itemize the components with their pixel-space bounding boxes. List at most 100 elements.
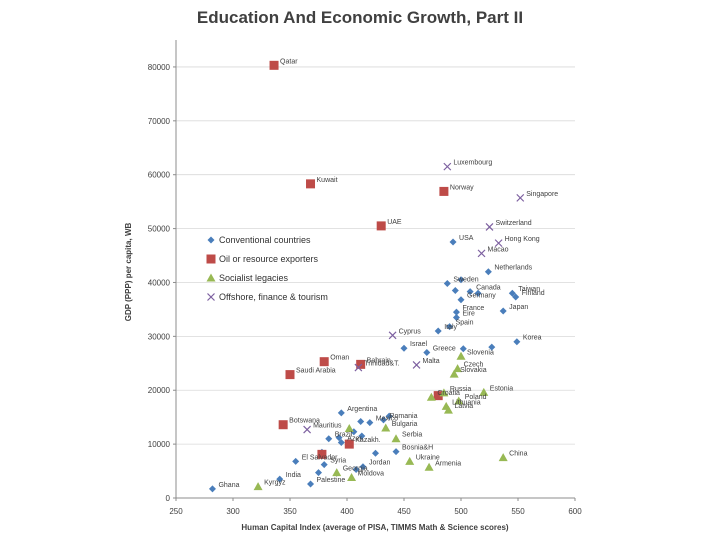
y-tick-label: 10000	[148, 440, 171, 449]
data-point-conventional	[325, 435, 333, 443]
data-point-conventional	[400, 344, 408, 352]
point-label: Botswana	[289, 418, 320, 425]
x-tick-label: 250	[169, 507, 183, 516]
point-label: Slovenia	[467, 349, 494, 356]
point-label: Brazil	[335, 432, 353, 439]
x-axis-title: Human Capital Index (average of PISA, TI…	[241, 523, 509, 532]
data-points	[208, 60, 525, 493]
data-point-conventional	[385, 412, 393, 420]
point-label: Bosnia&H	[402, 445, 433, 452]
data-point-conventional	[466, 288, 474, 296]
data-point-oil	[306, 179, 316, 189]
data-point-conventional	[484, 268, 492, 276]
point-label: Taiwan	[518, 286, 540, 293]
point-label: USA	[459, 235, 474, 242]
point-label: Kazakh.	[355, 437, 380, 444]
x-stroke	[354, 363, 363, 372]
y-tick-label: 60000	[148, 171, 171, 180]
data-point-offshore	[388, 331, 397, 340]
data-point-conventional	[446, 323, 454, 331]
point-label: Oman	[330, 355, 349, 362]
data-point-conventional	[335, 434, 343, 442]
data-point-conventional	[474, 289, 482, 297]
point-label: India	[286, 472, 301, 479]
point-label: Russia	[450, 386, 472, 393]
point-label: Ukraine	[416, 454, 440, 461]
data-point-conventional	[443, 280, 451, 288]
point-label: China	[509, 451, 527, 458]
data-point-conventional	[457, 296, 465, 304]
x-stroke	[303, 425, 312, 434]
data-point-conventional	[513, 338, 521, 346]
y-tick-label: 50000	[148, 225, 171, 234]
point-label: Mexico	[376, 416, 398, 423]
point-label: Croatia	[437, 390, 460, 397]
point-label: Argentina	[347, 406, 377, 413]
data-point-conventional	[358, 432, 366, 440]
data-point-conventional	[499, 307, 507, 315]
data-point-conventional	[449, 238, 457, 246]
point-label: Syria	[330, 458, 346, 465]
data-point-conventional	[315, 469, 322, 477]
y-tick-label: 80000	[148, 63, 171, 72]
legend-marker-socialist	[206, 273, 216, 282]
x-tick-label: 600	[568, 507, 582, 516]
data-point-conventional	[379, 416, 387, 424]
point-label: Japan	[509, 304, 528, 311]
data-point-socialist	[405, 456, 415, 465]
point-label: Italy	[444, 324, 457, 331]
data-point-socialist	[424, 462, 434, 471]
point-label: Hong Kong	[505, 236, 540, 243]
data-point-socialist	[449, 369, 459, 378]
data-point-conventional	[392, 448, 400, 456]
x-stroke	[388, 331, 397, 340]
axes	[173, 40, 576, 501]
data-point-offshore	[354, 363, 363, 372]
data-point-socialist	[479, 387, 489, 396]
data-point-conventional	[276, 475, 284, 483]
data-point-socialist	[498, 453, 508, 462]
data-point-conventional	[512, 293, 520, 301]
point-label: Ghana	[218, 482, 239, 489]
data-point-conventional	[208, 485, 216, 493]
data-point-offshore	[477, 249, 486, 258]
point-label: Moldova	[358, 471, 385, 478]
point-label: Mauritius	[313, 423, 342, 430]
data-point-oil	[344, 439, 354, 449]
data-point-socialist	[454, 396, 464, 405]
point-label: Armenia	[435, 460, 461, 467]
data-point-oil	[269, 60, 279, 70]
point-label: Saudi Arabia	[296, 368, 336, 375]
legend-label-socialist: Socialist legacies	[219, 273, 289, 283]
data-point-oil	[319, 357, 329, 367]
data-point-offshore	[443, 162, 452, 171]
data-point-oil	[317, 449, 327, 459]
point-label: Norway	[450, 184, 474, 191]
point-label: Switzerland	[496, 220, 532, 227]
point-label: Sweden	[453, 277, 478, 284]
x-tick-label: 300	[226, 507, 240, 516]
legend-label-conventional: Conventional countries	[219, 235, 311, 245]
y-axis-title: GDP (PPP) per capita, WB	[124, 223, 133, 322]
data-point-socialist	[439, 388, 449, 397]
data-point-conventional	[352, 465, 360, 473]
data-point-socialist	[253, 482, 263, 491]
data-point-conventional	[459, 345, 467, 353]
point-label: UAE	[387, 219, 402, 226]
point-label: Azer.	[347, 436, 363, 443]
data-point-conventional	[292, 457, 300, 465]
point-label: Bahrain	[367, 357, 391, 364]
data-point-conventional	[372, 449, 379, 457]
x-tick-label: 450	[397, 507, 411, 516]
point-label: Georgia	[343, 466, 368, 473]
point-label: Eire	[462, 310, 475, 317]
point-label: Latvia	[454, 403, 473, 410]
data-point-conventional	[508, 289, 516, 297]
point-label: Macao	[488, 246, 509, 253]
data-point-conventional	[307, 480, 315, 488]
data-point-oil	[433, 391, 443, 401]
point-label: Poland	[465, 394, 487, 401]
data-point-conventional	[423, 349, 431, 357]
data-point-socialist	[381, 423, 391, 432]
